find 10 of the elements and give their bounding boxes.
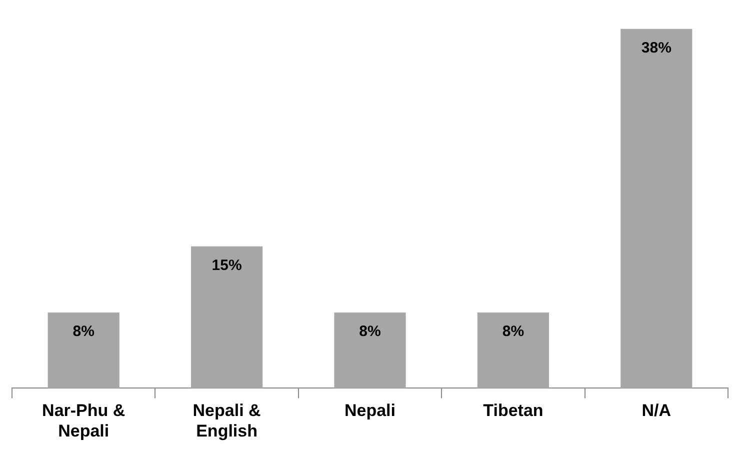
x-tick-label: N/A	[642, 401, 672, 420]
data-label: 8%	[72, 323, 94, 340]
data-label: 15%	[212, 257, 242, 274]
x-tick-label: Nepali	[344, 401, 396, 420]
x-tick-label: Nepali & English	[192, 401, 261, 440]
data-label: 8%	[502, 323, 524, 340]
data-label: 8%	[359, 323, 381, 340]
x-tick-label: Nar-Phu & Nepali	[42, 401, 126, 440]
data-label: 38%	[641, 40, 672, 57]
x-tick-label: Tibetan	[483, 401, 544, 420]
